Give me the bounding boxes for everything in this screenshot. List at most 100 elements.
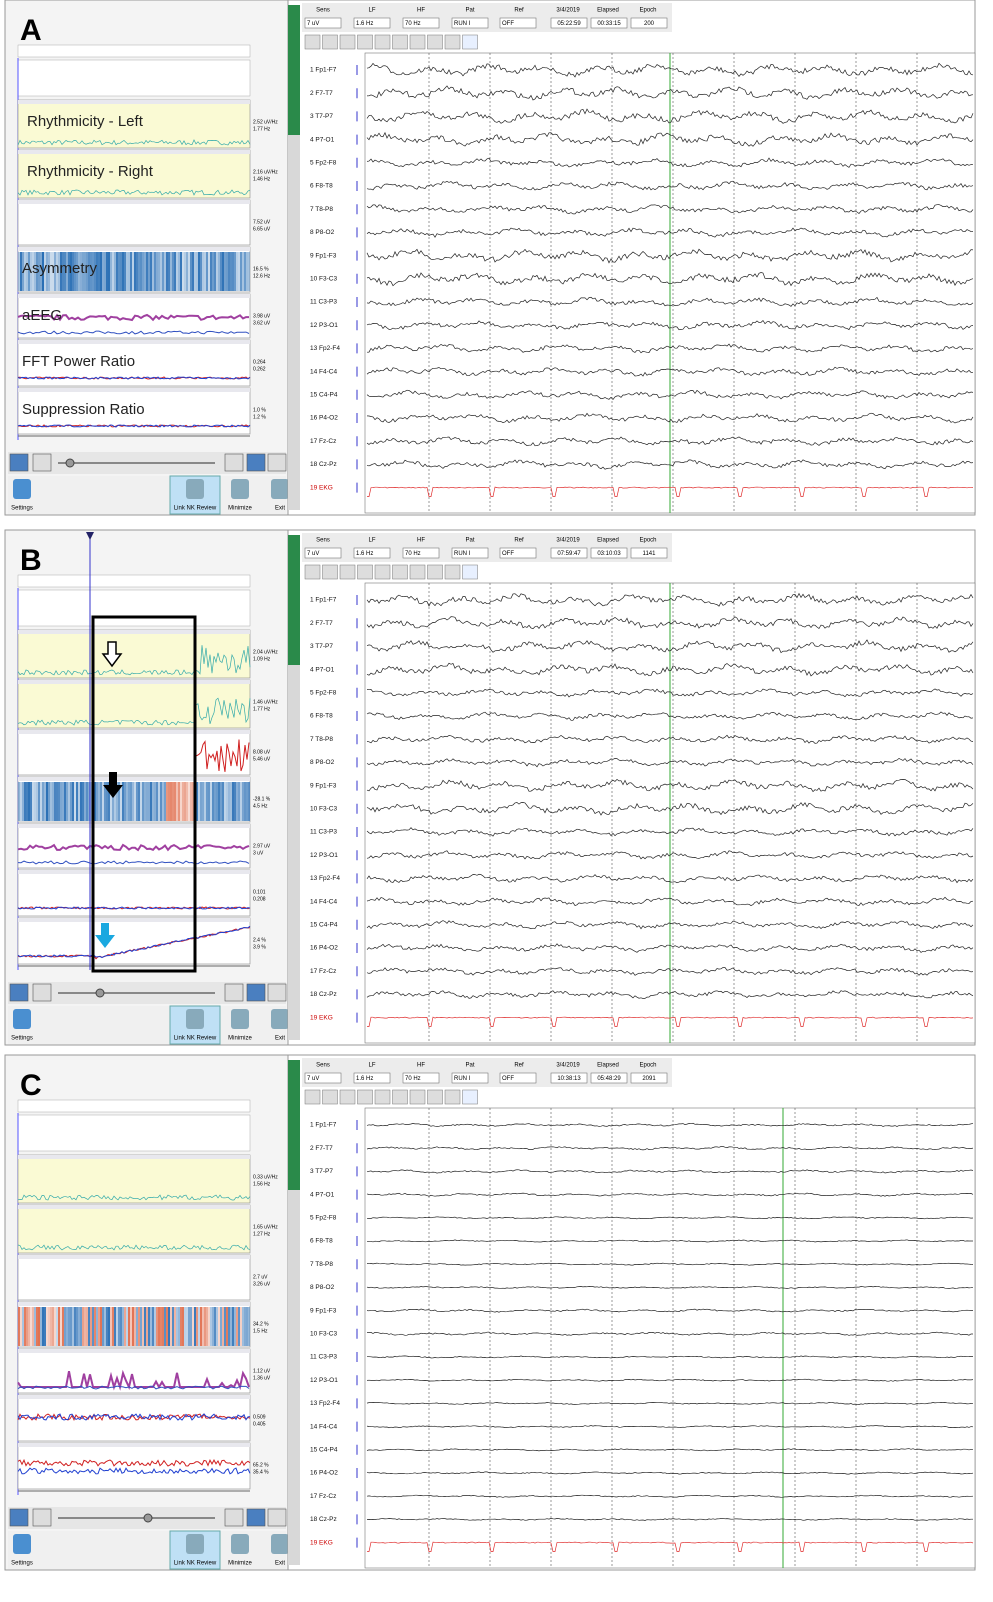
- asym-column: [94, 782, 96, 821]
- nav-button[interactable]: [267, 1508, 287, 1527]
- play-button[interactable]: [304, 34, 321, 50]
- toolbar-field[interactable]: [550, 17, 588, 29]
- nav-button[interactable]: [224, 453, 244, 472]
- toolbar-field[interactable]: [451, 547, 489, 559]
- toolbar-field[interactable]: [402, 1072, 440, 1084]
- play-button[interactable]: [374, 1089, 391, 1105]
- nav-button[interactable]: [246, 1508, 266, 1527]
- play-button[interactable]: [427, 564, 443, 580]
- button-icon[interactable]: [271, 479, 289, 499]
- play-button[interactable]: [322, 564, 338, 580]
- nav-button[interactable]: [9, 983, 29, 1002]
- nav-button[interactable]: [267, 453, 287, 472]
- button-icon[interactable]: [13, 1534, 31, 1554]
- play-button[interactable]: [409, 34, 426, 50]
- toolbar-field[interactable]: [353, 1072, 391, 1084]
- play-button[interactable]: [462, 34, 478, 50]
- button-icon[interactable]: [271, 1534, 289, 1554]
- play-button[interactable]: [444, 1089, 461, 1105]
- play-button[interactable]: [427, 1089, 443, 1105]
- asym-column: [164, 252, 166, 291]
- button-icon[interactable]: [13, 479, 31, 499]
- nav-button[interactable]: [32, 453, 52, 472]
- toolbar-field[interactable]: [402, 17, 440, 29]
- play-button[interactable]: [409, 564, 426, 580]
- button-icon[interactable]: [271, 1009, 289, 1029]
- play-button[interactable]: [339, 1089, 356, 1105]
- button-icon[interactable]: [186, 1009, 204, 1029]
- slider-thumb[interactable]: [143, 1513, 153, 1523]
- play-button[interactable]: [304, 564, 321, 580]
- play-button[interactable]: [322, 34, 338, 50]
- asym-column: [128, 1307, 130, 1346]
- play-button[interactable]: [444, 34, 461, 50]
- nav-button[interactable]: [32, 983, 52, 1002]
- toolbar-field[interactable]: [402, 547, 440, 559]
- toolbar-field[interactable]: [353, 547, 391, 559]
- nav-button[interactable]: [32, 1508, 52, 1527]
- play-button[interactable]: [392, 564, 408, 580]
- asym-column: [60, 1307, 62, 1346]
- button-icon[interactable]: [231, 1534, 249, 1554]
- play-button[interactable]: [374, 34, 391, 50]
- play-button[interactable]: [339, 34, 356, 50]
- toolbar-field[interactable]: [499, 1072, 537, 1084]
- toolbar-field[interactable]: [630, 1072, 668, 1084]
- toolbar-field[interactable]: [630, 17, 668, 29]
- play-button[interactable]: [322, 1089, 338, 1105]
- nav-button[interactable]: [246, 983, 266, 1002]
- strip-header: [18, 150, 250, 154]
- play-button[interactable]: [462, 564, 478, 580]
- play-button[interactable]: [374, 564, 391, 580]
- eeg-trace: [366, 227, 974, 238]
- toolbar-field[interactable]: [499, 17, 537, 29]
- button-icon[interactable]: [13, 1009, 31, 1029]
- asym-column: [64, 782, 66, 821]
- toolbar-field[interactable]: [550, 547, 588, 559]
- toolbar-field[interactable]: [451, 17, 489, 29]
- play-button[interactable]: [339, 564, 356, 580]
- play-button[interactable]: [357, 1089, 373, 1105]
- toolbar-value: 70 Hz: [405, 1076, 421, 1082]
- asym-column: [218, 782, 220, 821]
- toolbar-field[interactable]: [590, 17, 628, 29]
- play-button[interactable]: [462, 1089, 478, 1105]
- play-button[interactable]: [409, 1089, 426, 1105]
- toolbar-header: Pat: [465, 8, 474, 14]
- button-icon[interactable]: [186, 479, 204, 499]
- play-button[interactable]: [357, 564, 373, 580]
- trend-value: 8.08 uV: [253, 749, 271, 755]
- play-button[interactable]: [427, 34, 443, 50]
- button-icon[interactable]: [231, 479, 249, 499]
- toolbar-field[interactable]: [630, 547, 668, 559]
- eeg-trace: [366, 639, 974, 654]
- nav-button[interactable]: [267, 983, 287, 1002]
- asym-column: [230, 1307, 232, 1346]
- toolbar-field[interactable]: [590, 547, 628, 559]
- trend-value: 0.509: [253, 1414, 266, 1420]
- eeg-trace: [366, 757, 974, 768]
- play-button[interactable]: [392, 1089, 408, 1105]
- play-button[interactable]: [392, 34, 408, 50]
- toolbar-field[interactable]: [451, 1072, 489, 1084]
- slider-thumb[interactable]: [95, 988, 105, 998]
- play-button[interactable]: [304, 1089, 321, 1105]
- play-button[interactable]: [357, 34, 373, 50]
- nav-button[interactable]: [224, 1508, 244, 1527]
- toolbar-field[interactable]: [304, 17, 342, 29]
- play-button[interactable]: [444, 564, 461, 580]
- nav-button[interactable]: [224, 983, 244, 1002]
- button-icon[interactable]: [186, 1534, 204, 1554]
- nav-button[interactable]: [246, 453, 266, 472]
- slider-thumb[interactable]: [65, 458, 75, 468]
- toolbar-field[interactable]: [304, 547, 342, 559]
- nav-button[interactable]: [9, 1508, 29, 1527]
- toolbar-field[interactable]: [499, 547, 537, 559]
- toolbar-field[interactable]: [304, 1072, 342, 1084]
- asym-column: [48, 252, 50, 291]
- button-icon[interactable]: [231, 1009, 249, 1029]
- toolbar-field[interactable]: [353, 17, 391, 29]
- nav-button[interactable]: [9, 453, 29, 472]
- toolbar-field[interactable]: [590, 1072, 628, 1084]
- toolbar-field[interactable]: [550, 1072, 588, 1084]
